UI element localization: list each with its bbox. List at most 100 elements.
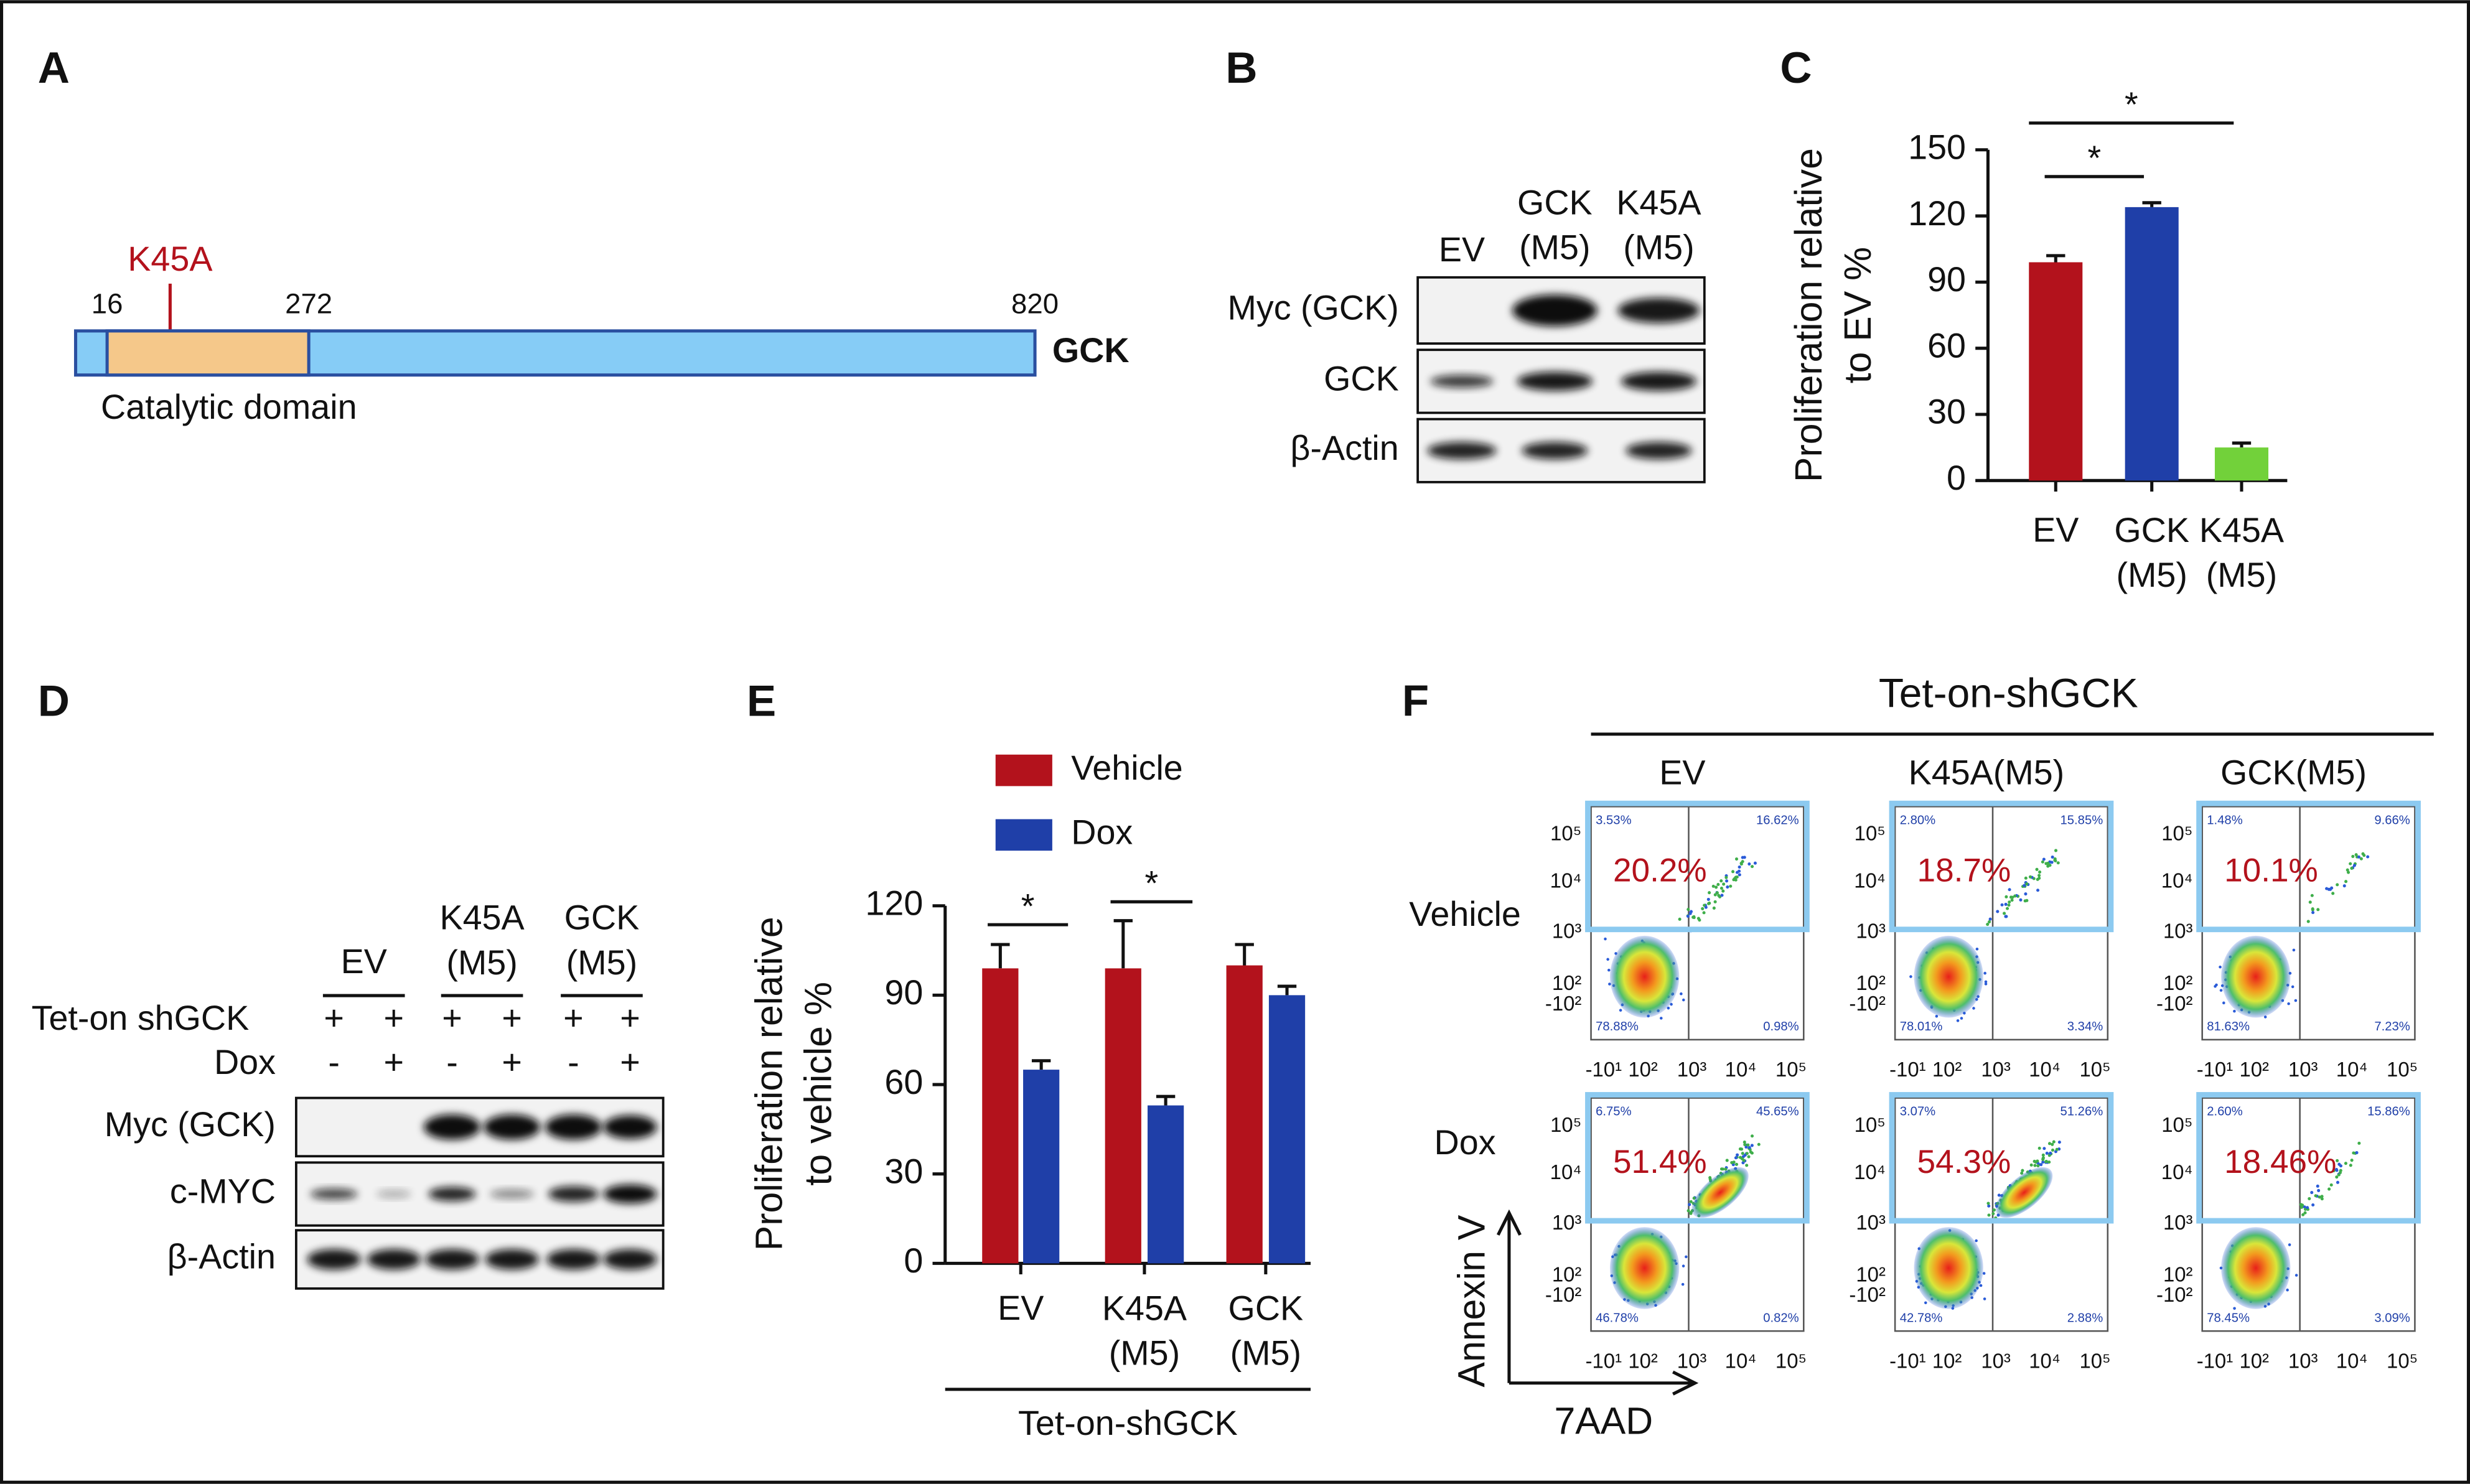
event-dot — [2352, 864, 2356, 867]
event-dot — [2355, 1151, 2359, 1155]
column-label: K45A(M5) — [1909, 753, 2065, 791]
event-dot — [2366, 855, 2370, 859]
quadrant-percent: 3.34% — [2067, 1020, 2103, 1034]
event-dot — [1732, 878, 1736, 882]
condition-sign: + — [384, 999, 405, 1037]
event-dot — [2287, 1002, 2290, 1006]
density-core — [1691, 1167, 1749, 1218]
y-tick-label: 120 — [865, 884, 923, 922]
x-tick-label: EV — [2033, 511, 2079, 549]
condition-sign: + — [442, 999, 462, 1037]
panel-label: C — [1780, 44, 1812, 93]
group-label: EV — [341, 942, 387, 981]
event-dot — [1726, 885, 1729, 889]
y-tick-label: 10⁵ — [1550, 822, 1581, 845]
domain-bar — [105, 329, 311, 377]
event-dot — [1682, 998, 1685, 1002]
x-tick-label: -10¹ — [2197, 1058, 2234, 1081]
condition-sign: - — [446, 1043, 458, 1081]
gate-percent: 51.4% — [1613, 1144, 1707, 1180]
event-dot — [2311, 1203, 2315, 1207]
quadrant-percent: 6.75% — [1596, 1105, 1631, 1119]
event-dot — [2005, 895, 2008, 898]
event-dot — [2007, 903, 2011, 907]
event-dot — [2301, 1213, 2305, 1216]
event-dot — [1731, 870, 1735, 874]
legend-label: Vehicle — [1071, 749, 1183, 787]
x-tick-label: GCK (M5) — [1228, 1289, 1304, 1372]
x-tick-label: 10³ — [1677, 1058, 1707, 1081]
event-dot — [2339, 1169, 2342, 1172]
event-dot — [2332, 1169, 2336, 1173]
event-dot — [1686, 1209, 1690, 1213]
event-dot — [1745, 1164, 1749, 1167]
event-dot — [1741, 860, 1744, 864]
event-dot — [1747, 1155, 1751, 1159]
domain-label: Catalytic domain — [101, 388, 357, 426]
event-dot — [1706, 897, 1710, 902]
event-dot — [1701, 907, 1705, 910]
y-tick-label: 10² — [1856, 1262, 1886, 1286]
quadrant-percent: 42.78% — [1900, 1311, 1943, 1325]
event-dot — [2051, 855, 2054, 859]
text-line: K45A — [2199, 511, 2285, 549]
gate-highlight — [2196, 1092, 2421, 1224]
x-tick-label: 10⁴ — [2336, 1058, 2368, 1081]
column-label: GCK(M5) — [2220, 753, 2367, 791]
gate-percent: 54.3% — [1917, 1144, 2011, 1180]
event-dot — [2041, 1156, 2045, 1160]
event-dot — [2004, 915, 2008, 918]
event-dot — [1660, 1017, 1663, 1020]
event-dot — [2037, 1146, 2041, 1150]
condition-label: Dox — [214, 1043, 276, 1081]
content: EV GCK (M5) K45A (M5) Myc (GCK) GCK β-Actin EV K4… — [32, 44, 2434, 1442]
event-dot — [1960, 1017, 1963, 1020]
text-line: Proliferation relative — [1787, 148, 1830, 482]
event-dot — [2049, 1151, 2052, 1155]
y-tick-label: 60 — [884, 1063, 923, 1101]
y-tick-label: 10² — [1856, 971, 1886, 994]
blot-band — [603, 1249, 657, 1270]
x-tick-label: 10⁵ — [2387, 1058, 2418, 1081]
event-dot — [1996, 910, 2000, 913]
event-dot — [2352, 1151, 2355, 1155]
blot-band — [1626, 442, 1692, 460]
event-dot — [1742, 1159, 1746, 1162]
y-tick-label: 0 — [1947, 459, 1966, 497]
event-dot — [2336, 1159, 2339, 1162]
x-tick-label: -10¹ — [1889, 1058, 1926, 1081]
text-line: to vehicle % — [797, 982, 839, 1186]
event-dot — [2336, 1180, 2340, 1184]
quadrant-percent: 16.62% — [1756, 813, 1799, 827]
event-dot — [2004, 902, 2008, 906]
column-label: EV — [1659, 753, 1705, 791]
event-dot — [2037, 874, 2041, 877]
event-dot — [2335, 1175, 2339, 1179]
x-tick-label: 10³ — [2288, 1058, 2318, 1081]
quadrant-percent: 1.48% — [2207, 813, 2242, 827]
panel-label: D — [38, 676, 70, 726]
event-dot — [2033, 1164, 2037, 1167]
event-dot — [2344, 1162, 2347, 1165]
y-tick-label: 10⁵ — [2161, 1113, 2192, 1136]
event-dot — [2320, 1195, 2324, 1198]
event-dot — [2044, 1160, 2048, 1164]
y-tick-label: -10² — [2156, 992, 2193, 1015]
event-dot — [2346, 870, 2351, 874]
event-dot — [2316, 908, 2320, 912]
event-dot — [2050, 861, 2054, 864]
event-dot — [2328, 887, 2332, 891]
event-dot — [1688, 912, 1692, 915]
event-dot — [1739, 862, 1743, 866]
event-dot — [2349, 1164, 2352, 1167]
event-dot — [1606, 958, 1609, 961]
event-dot — [1991, 1211, 1995, 1216]
quadrant-percent: 45.65% — [1756, 1105, 1799, 1119]
event-dot — [1722, 882, 1726, 886]
blot-band — [1517, 371, 1593, 391]
event-dot — [1712, 906, 1716, 910]
y-tick-label: 10² — [2163, 1262, 2193, 1286]
event-dot — [1715, 891, 1719, 895]
x-tick-label: 10⁵ — [2387, 1350, 2418, 1373]
